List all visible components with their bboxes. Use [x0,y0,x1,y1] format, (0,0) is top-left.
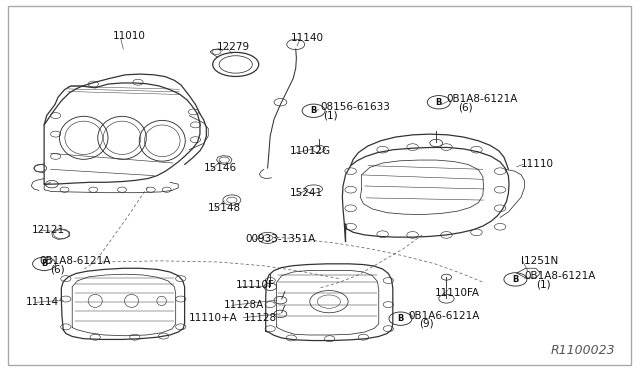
Text: 11128A: 11128A [224,299,264,310]
Text: (1): (1) [323,110,338,121]
Text: 0B1A8-6121A: 0B1A8-6121A [39,256,110,266]
Circle shape [274,310,287,318]
Text: 0B1A6-6121A: 0B1A6-6121A [408,311,479,321]
Circle shape [428,96,451,109]
Text: 11012G: 11012G [290,146,331,156]
Text: 08156-61633: 08156-61633 [320,102,390,112]
Text: B: B [310,106,317,115]
Text: 15146: 15146 [204,163,237,173]
Text: 0B1A8-6121A: 0B1A8-6121A [447,94,518,104]
Text: I1251N: I1251N [521,256,559,266]
Text: 11110+A: 11110+A [189,312,238,323]
Text: 11128: 11128 [243,312,276,323]
Text: (1): (1) [536,280,550,289]
Circle shape [274,99,287,106]
Text: 12279: 12279 [216,42,250,52]
Circle shape [274,296,287,304]
Text: B: B [41,259,47,268]
Text: 11110: 11110 [521,159,554,169]
Circle shape [442,274,452,280]
Text: B: B [397,314,404,323]
Circle shape [389,312,412,326]
Text: B: B [436,98,442,107]
Circle shape [430,139,443,147]
Text: (6): (6) [51,264,65,274]
Text: 11114: 11114 [26,296,60,307]
Text: 12121: 12121 [31,225,65,235]
Text: (6): (6) [458,102,472,112]
Text: (9): (9) [420,319,435,329]
Circle shape [302,104,325,118]
Text: R1100023: R1100023 [550,344,615,357]
Circle shape [264,283,276,291]
Circle shape [439,294,454,303]
Text: 00933-1351A: 00933-1351A [245,234,316,244]
Text: 11010: 11010 [113,31,145,41]
Text: B: B [512,275,518,284]
Circle shape [33,257,56,270]
Circle shape [504,273,527,286]
Text: 11110FA: 11110FA [435,288,480,298]
Text: 15241: 15241 [289,188,323,198]
Text: 11140: 11140 [291,33,324,43]
Text: 15148: 15148 [207,203,241,213]
Text: 11110F: 11110F [236,280,275,290]
Text: 0B1A8-6121A: 0B1A8-6121A [524,272,596,282]
